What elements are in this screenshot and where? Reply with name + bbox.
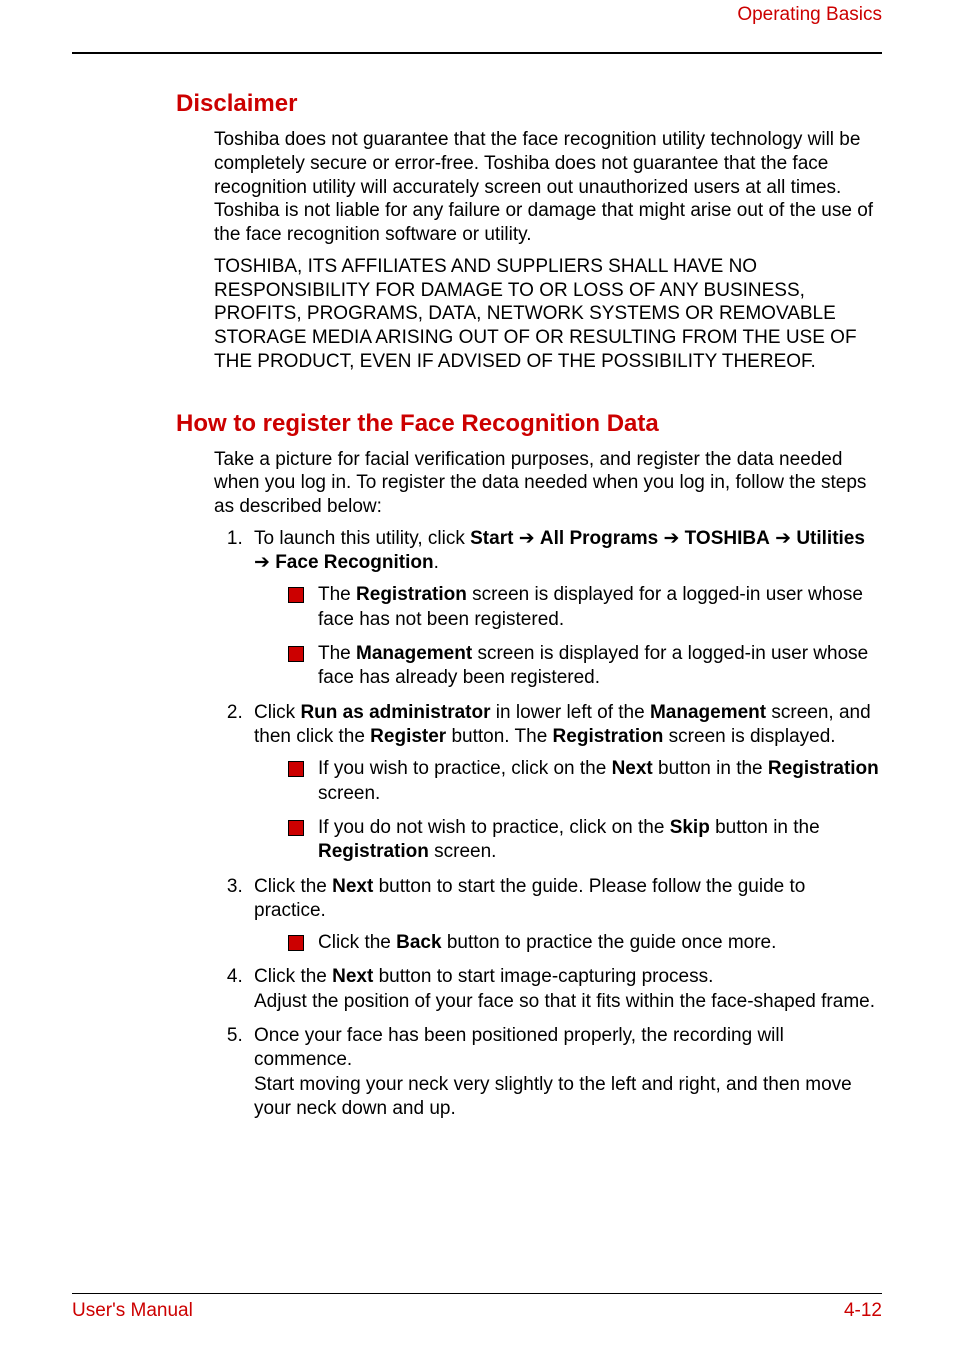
t: button to practice the guide once more. [442, 932, 777, 953]
t: Click the [254, 876, 332, 897]
step1-prefix: To launch this utility, click [254, 528, 470, 549]
howto-intro-para: Take a picture for facial verification p… [214, 448, 882, 519]
disclaimer-body: Toshiba does not guarantee that the face… [214, 128, 882, 374]
step2-bullet-2: If you do not wish to practice, click on… [288, 816, 882, 865]
step1-bullets: The Registration screen is displayed for… [288, 583, 882, 690]
t: The [318, 584, 356, 605]
disclaimer-para-2: TOSHIBA, ITS AFFILIATES AND SUPPLIERS SH… [214, 255, 882, 374]
t: screen. [318, 783, 380, 804]
t: Start moving your neck very slightly to … [254, 1074, 852, 1119]
t: in lower left of the [491, 702, 650, 723]
step3-bullet-1: Click the Back button to practice the gu… [288, 931, 882, 955]
arrow-icon: ➔ [254, 552, 275, 573]
t: button in the [710, 817, 820, 838]
header-rule [72, 52, 882, 54]
t: Back [396, 932, 441, 953]
t: screen. [429, 841, 497, 862]
t: button. The [446, 726, 552, 747]
t: Next [332, 876, 373, 897]
step1-facerec: Face Recognition [275, 552, 433, 573]
footer-manual-label: User's Manual [72, 1300, 193, 1322]
t: Registration [356, 584, 467, 605]
step1-toshiba: TOSHIBA [685, 528, 770, 549]
t: Registration [768, 758, 879, 779]
t: Adjust the position of your face so that… [254, 991, 875, 1012]
step-5: Once your face has been positioned prope… [248, 1024, 882, 1121]
disclaimer-para-1: Toshiba does not guarantee that the face… [214, 128, 882, 247]
t: button in the [653, 758, 768, 779]
t: button to start image-capturing process. [373, 966, 713, 987]
step2-bullets: If you wish to practice, click on the Ne… [288, 757, 882, 864]
page: Operating Basics Disclaimer Toshiba does… [0, 0, 954, 1352]
t: Next [612, 758, 653, 779]
page-footer: User's Manual 4-12 [72, 1293, 882, 1322]
step-2: Click Run as administrator in lower left… [248, 701, 882, 865]
t: Click [254, 702, 300, 723]
step1-start: Start [470, 528, 513, 549]
t: Click the [318, 932, 396, 953]
t: Register [370, 726, 446, 747]
t: Next [332, 966, 373, 987]
step1-utilities: Utilities [796, 528, 865, 549]
t: Once your face has been positioned prope… [254, 1025, 784, 1070]
header-section-label: Operating Basics [737, 4, 882, 26]
t: If you wish to practice, click on the [318, 758, 612, 779]
t: The [318, 643, 356, 664]
step1-bullet-1: The Registration screen is displayed for… [288, 583, 882, 632]
footer-page-number: 4-12 [844, 1300, 882, 1322]
steps-list: To launch this utility, click Start ➔ Al… [248, 527, 882, 1122]
step-1: To launch this utility, click Start ➔ Al… [248, 527, 882, 691]
t: Registration [553, 726, 664, 747]
t: screen is displayed. [663, 726, 835, 747]
step1-period: . [434, 552, 439, 573]
arrow-icon: ➔ [513, 528, 539, 549]
step2-bullet-1: If you wish to practice, click on the Ne… [288, 757, 882, 806]
t: Click the [254, 966, 332, 987]
step3-bullets: Click the Back button to practice the gu… [288, 931, 882, 955]
t: Management [356, 643, 472, 664]
running-header: Operating Basics [72, 4, 882, 26]
heading-disclaimer: Disclaimer [176, 90, 882, 118]
t: If you do not wish to practice, click on… [318, 817, 670, 838]
t: Run as administrator [300, 702, 490, 723]
t: Management [650, 702, 766, 723]
arrow-icon: ➔ [658, 528, 684, 549]
arrow-icon: ➔ [770, 528, 796, 549]
howto-intro: Take a picture for facial verification p… [214, 448, 882, 519]
t: Registration [318, 841, 429, 862]
step-3: Click the Next button to start the guide… [248, 875, 882, 956]
step1-allprograms: All Programs [540, 528, 658, 549]
heading-howto: How to register the Face Recognition Dat… [176, 410, 882, 438]
step-4: Click the Next button to start image-cap… [248, 965, 882, 1014]
t: Skip [670, 817, 710, 838]
step1-bullet-2: The Management screen is displayed for a… [288, 642, 882, 691]
